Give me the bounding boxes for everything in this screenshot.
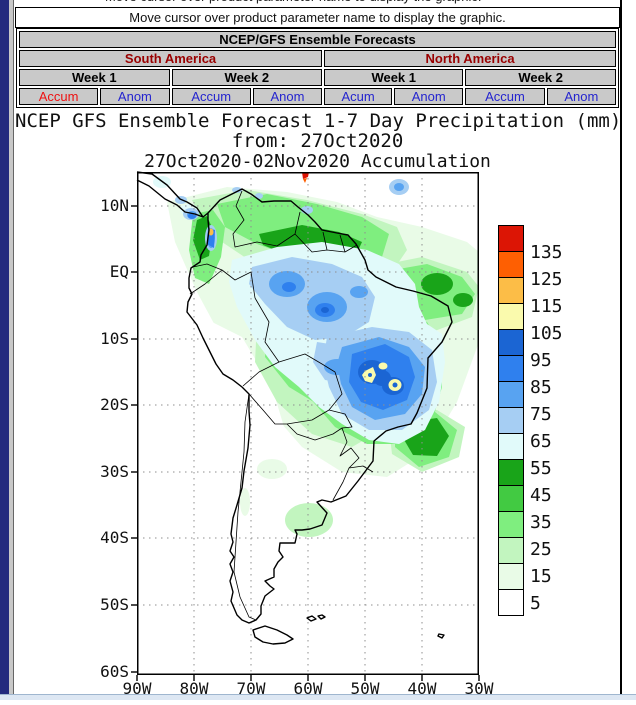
window-frame-left-inner bbox=[9, 0, 14, 700]
plot-period: 27Oct2020-02Nov2020 Accumulation bbox=[144, 151, 491, 172]
legend-label-65: 65 bbox=[530, 431, 552, 452]
legend-swatch bbox=[498, 381, 524, 408]
week-row: Week 1 Week 2 Week 1 Week 2 bbox=[19, 69, 616, 86]
table-title: NCEP/GFS Ensemble Forecasts bbox=[19, 31, 616, 48]
lat-tick-EQ: EQ bbox=[109, 262, 129, 281]
region-south-america: South America bbox=[19, 50, 323, 67]
legend-swatch bbox=[498, 225, 524, 252]
lat-tick-10S: 10S bbox=[100, 329, 129, 348]
sa-week2-header: Week 2 bbox=[171, 69, 323, 86]
legend-swatch bbox=[498, 485, 524, 512]
legend-label-55: 55 bbox=[530, 458, 552, 479]
lon-tick-30W: 30W bbox=[464, 679, 494, 698]
window-frame-left bbox=[0, 0, 9, 700]
link-na-week2-anom-label[interactable]: Anom bbox=[564, 89, 599, 104]
clipped-text-row: Move cursor over product parameter name … bbox=[15, 0, 620, 7]
legend-swatch bbox=[498, 407, 524, 434]
legend-label-115: 115 bbox=[530, 296, 563, 317]
link-sa-week2-accum-label[interactable]: Accum bbox=[191, 89, 232, 104]
lat-tick-40S: 40S bbox=[100, 528, 129, 547]
link-sa-week2-anom[interactable]: Anom bbox=[252, 88, 323, 105]
clipped-text-line: Move cursor over product parameter name … bbox=[105, 0, 481, 4]
lat-tick-10N: 10N bbox=[100, 196, 129, 215]
legend-swatch bbox=[498, 329, 524, 356]
link-row: Accum Anom Accum Anom Acum Anom Accum An… bbox=[19, 88, 616, 105]
forecast-graphic: NCEP GFS Ensemble Forecast 1-7 Day Preci… bbox=[15, 108, 622, 705]
page-content: Move cursor over product parameter name … bbox=[15, 0, 622, 705]
lon-tick-70W: 70W bbox=[236, 679, 266, 698]
lat-tick-50S: 50S bbox=[100, 595, 129, 614]
country-borders bbox=[189, 190, 374, 621]
precipitation-map bbox=[131, 171, 480, 681]
lon-tick-50W: 50W bbox=[350, 679, 380, 698]
legend-swatch bbox=[498, 459, 524, 486]
link-sa-week1-anom-label[interactable]: Anom bbox=[117, 89, 152, 104]
legend-label-5: 5 bbox=[530, 593, 541, 614]
legend-label-25: 25 bbox=[530, 539, 552, 560]
legend-swatch bbox=[498, 251, 524, 278]
precip-fill-shapes bbox=[153, 172, 479, 537]
link-na-week1-acum-label[interactable]: Acum bbox=[341, 89, 375, 104]
legend-swatch bbox=[498, 355, 524, 382]
plot-frame bbox=[137, 172, 479, 675]
coastline bbox=[136, 171, 453, 645]
axis-ticks bbox=[131, 205, 480, 681]
window-frame-bottom bbox=[0, 694, 636, 700]
legend-swatch bbox=[498, 589, 524, 616]
region-north-america: North America bbox=[324, 50, 616, 67]
link-sa-week1-accum-label[interactable]: Accum bbox=[38, 89, 79, 104]
lon-tick-40W: 40W bbox=[407, 679, 437, 698]
legend-label-35: 35 bbox=[530, 512, 552, 533]
plot-title: NCEP GFS Ensemble Forecast 1-7 Day Preci… bbox=[15, 110, 622, 132]
forecast-nav-table: NCEP/GFS Ensemble Forecasts South Americ… bbox=[16, 28, 619, 108]
instruction-banner: Move cursor over product parameter name … bbox=[15, 7, 620, 28]
link-sa-week1-anom[interactable]: Anom bbox=[100, 88, 170, 105]
legend-label-75: 75 bbox=[530, 404, 552, 425]
legend-swatch bbox=[498, 537, 524, 564]
legend-swatch bbox=[498, 511, 524, 538]
link-sa-week2-accum[interactable]: Accum bbox=[171, 88, 251, 105]
legend-label-85: 85 bbox=[530, 377, 552, 398]
lat-tick-30S: 30S bbox=[100, 462, 129, 481]
link-sa-week2-anom-label[interactable]: Anom bbox=[270, 89, 305, 104]
lon-tick-60W: 60W bbox=[293, 679, 323, 698]
plot-init-date: from: 27Oct2020 bbox=[231, 130, 404, 152]
na-week1-header: Week 1 bbox=[324, 69, 464, 86]
link-na-week2-accum-label[interactable]: Accum bbox=[485, 89, 525, 104]
link-sa-week1-accum[interactable]: Accum bbox=[19, 88, 99, 105]
legend-label-105: 105 bbox=[530, 323, 563, 344]
lat-tick-60S: 60S bbox=[100, 662, 129, 681]
link-na-week1-anom[interactable]: Anom bbox=[394, 88, 464, 105]
legend-swatch bbox=[498, 303, 524, 330]
link-na-week1-anom-label[interactable]: Anom bbox=[411, 89, 446, 104]
instruction-text: Move cursor over product parameter name … bbox=[129, 10, 506, 25]
legend-swatch bbox=[498, 563, 524, 590]
lon-tick-80W: 80W bbox=[179, 679, 209, 698]
legend-swatch bbox=[498, 433, 524, 460]
link-na-week2-anom[interactable]: Anom bbox=[546, 88, 616, 105]
legend-label-45: 45 bbox=[530, 485, 552, 506]
lat-tick-20S: 20S bbox=[100, 395, 129, 414]
table-title-row: NCEP/GFS Ensemble Forecasts bbox=[19, 31, 616, 48]
lon-tick-90W: 90W bbox=[122, 679, 152, 698]
color-scale bbox=[498, 225, 524, 616]
region-row: South America North America bbox=[19, 50, 616, 67]
legend-label-135: 135 bbox=[530, 242, 563, 263]
sa-week1-header: Week 1 bbox=[19, 69, 170, 86]
link-na-week1-acum[interactable]: Acum bbox=[324, 88, 393, 105]
link-na-week2-accum[interactable]: Accum bbox=[465, 88, 545, 105]
na-week2-header: Week 2 bbox=[465, 69, 616, 86]
legend-label-125: 125 bbox=[530, 269, 563, 290]
legend-swatch bbox=[498, 277, 524, 304]
legend-label-95: 95 bbox=[530, 350, 552, 371]
legend-label-15: 15 bbox=[530, 566, 552, 587]
